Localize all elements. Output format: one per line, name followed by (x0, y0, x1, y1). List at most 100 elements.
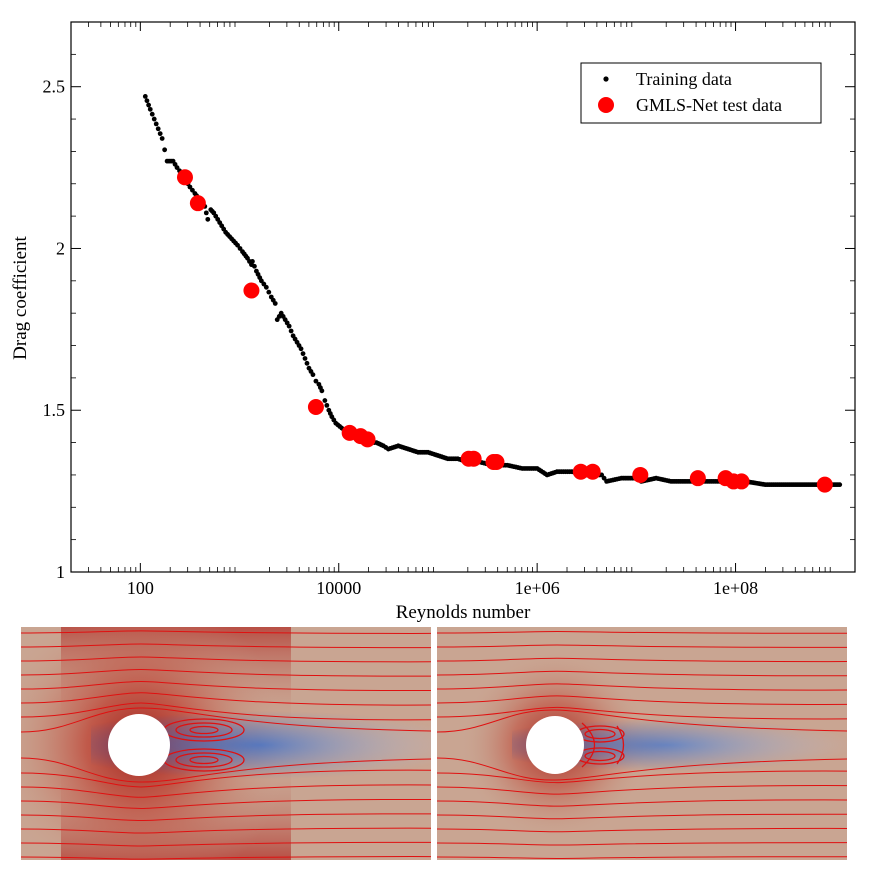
legend: Training data GMLS-Net test data (580, 62, 822, 124)
y-tick-label: 2.5 (43, 77, 66, 97)
streamline (21, 681, 431, 692)
training-point (270, 297, 276, 303)
training-point (157, 131, 163, 137)
streamline (437, 670, 847, 677)
training-point (760, 481, 766, 487)
streamline (21, 643, 431, 649)
test-data-series (176, 169, 833, 493)
legend-test-marker (598, 97, 614, 113)
legend-training-label: Training data (636, 69, 732, 89)
training-point (616, 476, 622, 482)
training-point (146, 102, 152, 108)
training-point (261, 281, 267, 287)
training-point (221, 226, 227, 232)
streamline (21, 630, 431, 634)
streamline (437, 799, 847, 807)
streamline (437, 657, 847, 663)
training-point (835, 482, 841, 488)
training-point (257, 275, 263, 280)
streamline (437, 827, 847, 833)
cylinder-obstacle (526, 716, 584, 774)
legend-training-marker (603, 76, 609, 82)
training-point (800, 482, 806, 488)
training-point (205, 216, 211, 222)
training-point (327, 411, 333, 416)
training-point (681, 479, 687, 484)
training-point (252, 263, 257, 269)
test-point (189, 195, 206, 212)
training-point (215, 216, 221, 222)
training-point (532, 466, 538, 471)
streamline (21, 841, 431, 847)
streamline (437, 770, 847, 784)
test-point (584, 463, 601, 480)
training-point (308, 369, 314, 374)
y-tick-label: 1 (56, 562, 65, 582)
training-point (155, 126, 161, 132)
training-point (288, 328, 294, 334)
training-point (413, 449, 419, 455)
training-point (144, 98, 150, 104)
test-point (465, 450, 482, 467)
streamline (437, 644, 847, 648)
training-point (190, 187, 195, 193)
training-point (443, 455, 449, 461)
training-point (147, 106, 153, 112)
streamline (21, 769, 431, 788)
training-point (317, 385, 323, 390)
x-tick-label: 1e+06 (515, 578, 560, 598)
training-point (393, 444, 399, 449)
x-axis-label: Reynolds number (396, 602, 531, 623)
training-point (203, 210, 209, 216)
test-point (359, 431, 376, 448)
training-point (237, 246, 243, 251)
training-point (423, 449, 429, 455)
training-point (159, 136, 165, 141)
training-point (151, 116, 157, 122)
training-point (172, 161, 178, 167)
streamline (437, 631, 847, 634)
training-point (651, 476, 657, 481)
y-tick-label: 1.5 (43, 400, 66, 420)
streamline (437, 813, 847, 820)
streamline (21, 827, 431, 834)
streamline (437, 709, 847, 733)
test-point (572, 463, 589, 480)
training-point (433, 452, 439, 458)
training-point (153, 121, 159, 127)
x-tick-label: 100 (127, 578, 154, 598)
drag-coefficient-chart: 100 10000 1e+06 1e+08 1 1.5 2 2.5 Reynolds numb… (10, 21, 856, 623)
training-point (313, 378, 319, 384)
legend-box (580, 62, 822, 124)
training-point (324, 402, 330, 408)
streamline (21, 692, 431, 706)
training-point (276, 314, 282, 319)
streamline (437, 683, 847, 691)
training-point (517, 465, 523, 471)
training-point (335, 422, 341, 428)
flow-field-low-reynolds (21, 627, 431, 860)
training-point (322, 398, 328, 403)
test-point (488, 454, 505, 470)
y-axis-label: Drag coefficient (10, 235, 31, 359)
test-point (307, 399, 324, 415)
streamline (437, 706, 847, 720)
training-point (304, 360, 310, 366)
training-point (300, 351, 306, 357)
streamline (21, 856, 431, 860)
streamline (437, 757, 847, 781)
training-point (331, 417, 337, 423)
training-point (284, 320, 290, 326)
flow-field-high-reynolds (437, 627, 847, 860)
training-point (666, 478, 672, 484)
training-point (383, 445, 389, 450)
training-point (233, 240, 238, 246)
test-point (243, 282, 260, 299)
streamline (21, 656, 431, 663)
training-point (227, 234, 233, 240)
training-point (168, 158, 174, 164)
y-tick-label: 2 (56, 238, 65, 258)
streamline (21, 798, 431, 809)
legend-test-label: GMLS-Net test data (636, 95, 782, 115)
plot-frame (70, 21, 856, 573)
